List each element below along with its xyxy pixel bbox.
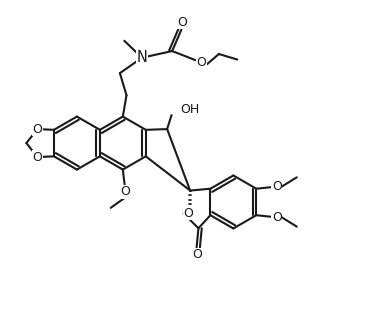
Text: O: O	[184, 207, 194, 220]
Text: OH: OH	[180, 104, 199, 117]
Text: O: O	[272, 180, 282, 193]
Text: O: O	[193, 248, 202, 261]
Text: O: O	[33, 151, 42, 164]
Text: O: O	[177, 16, 187, 29]
Text: O: O	[121, 185, 130, 198]
Text: O: O	[33, 123, 42, 136]
Text: O: O	[272, 210, 282, 223]
Text: N: N	[137, 50, 147, 65]
Text: O: O	[197, 56, 207, 69]
